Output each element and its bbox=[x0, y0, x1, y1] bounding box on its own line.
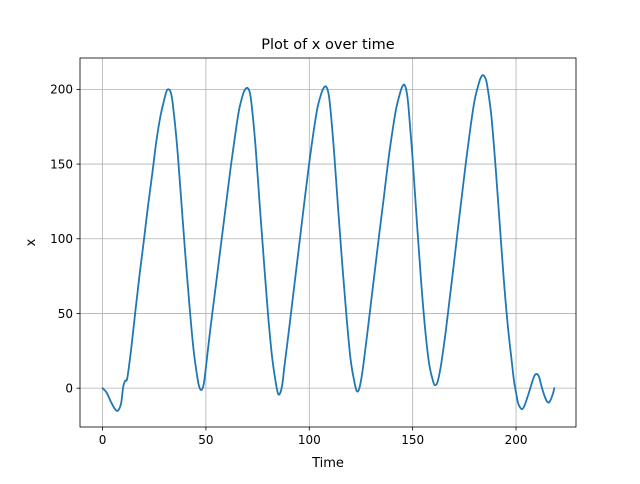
y-axis-label: x bbox=[24, 238, 39, 246]
x-tick-label: 0 bbox=[99, 433, 107, 447]
y-tick-label: 200 bbox=[50, 83, 73, 97]
x-axis-label: Time bbox=[311, 456, 344, 471]
axis-ticks: 0 50 100 150 200 0 50 100 150 200 bbox=[50, 83, 527, 447]
series-line bbox=[101, 74, 556, 412]
axes-frame bbox=[79, 57, 577, 428]
plot-area-background bbox=[80, 58, 576, 427]
x-tick-label: 50 bbox=[198, 433, 213, 447]
y-tick-label: 50 bbox=[58, 307, 73, 321]
y-tick-label: 100 bbox=[50, 232, 73, 246]
x-tick-label: 150 bbox=[401, 433, 424, 447]
grid-lines bbox=[80, 58, 576, 427]
x-tick-label: 100 bbox=[298, 433, 321, 447]
chart-title: Plot of x over time bbox=[261, 37, 394, 53]
x-tick-label: 200 bbox=[505, 433, 528, 447]
y-tick-label: 0 bbox=[65, 381, 73, 395]
y-tick-label: 150 bbox=[50, 157, 73, 171]
